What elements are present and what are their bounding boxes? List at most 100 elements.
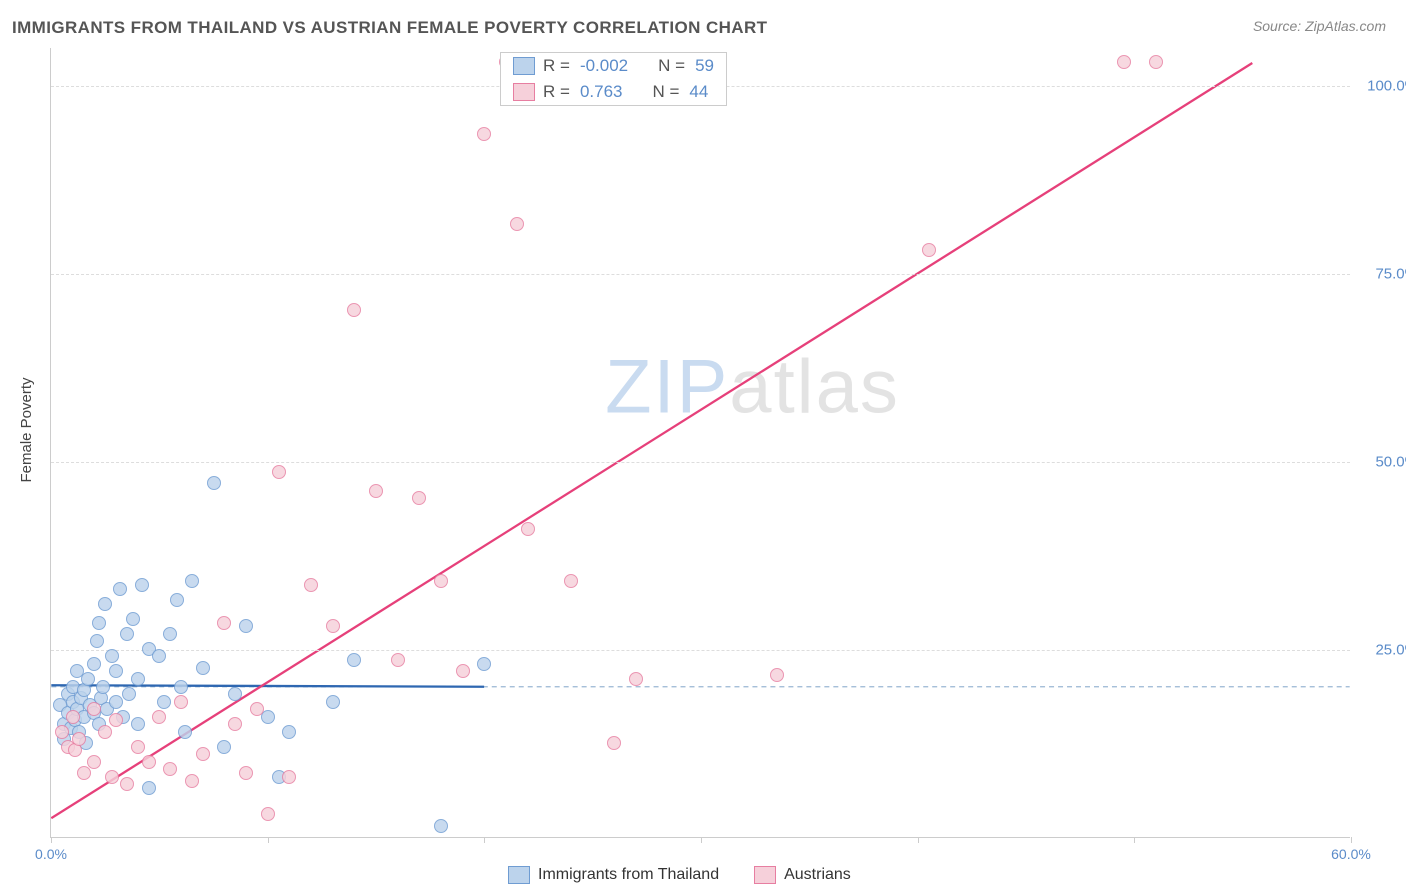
watermark-bold: ZIP [605,345,729,430]
point-austrian [1117,55,1131,69]
point-austrian [347,303,361,317]
point-austrian [564,574,578,588]
point-thailand [126,612,140,626]
point-thailand [326,695,340,709]
regression-line-thailand [51,685,484,687]
y-tick-label: 75.0% [1375,265,1406,282]
x-tick [51,837,52,843]
stat-r-label: R = [543,56,570,76]
x-tick [1134,837,1135,843]
point-thailand [131,672,145,686]
y-tick-label: 25.0% [1375,641,1406,658]
point-austrian [607,736,621,750]
point-austrian [282,770,296,784]
series-legend-item: Austrians [754,866,851,884]
point-austrian [304,578,318,592]
point-austrian [434,574,448,588]
point-thailand [152,649,166,663]
point-austrian [922,243,936,257]
legend-swatch [513,57,535,75]
grid-line-h [51,274,1350,275]
point-thailand [185,574,199,588]
correlation-legend-row: R =-0.002N =59 [501,53,726,79]
point-thailand [98,597,112,611]
point-austrian [510,217,524,231]
grid-line-h [51,462,1350,463]
point-thailand [92,616,106,630]
point-thailand [174,680,188,694]
point-thailand [87,657,101,671]
point-austrian [391,653,405,667]
x-tick-label: 60.0% [1331,846,1371,862]
point-austrian [109,713,123,727]
source-attribution: Source: ZipAtlas.com [1253,18,1386,34]
point-thailand [96,680,110,694]
x-tick [1351,837,1352,843]
point-austrian [239,766,253,780]
stat-n-value: 44 [689,82,708,102]
point-thailand [239,619,253,633]
point-thailand [81,672,95,686]
point-austrian [72,732,86,746]
point-austrian [174,695,188,709]
point-austrian [629,672,643,686]
series-legend-label: Immigrants from Thailand [538,866,719,884]
point-thailand [135,578,149,592]
point-thailand [90,634,104,648]
series-legend-item: Immigrants from Thailand [508,866,719,884]
point-austrian [87,702,101,716]
point-austrian [55,725,69,739]
point-austrian [770,668,784,682]
point-thailand [196,661,210,675]
point-thailand [282,725,296,739]
series-legend: Immigrants from Thailand Austrians [508,866,851,884]
legend-swatch [508,866,530,884]
point-thailand [477,657,491,671]
point-austrian [228,717,242,731]
scatter-plot-area: ZIPatlas 25.0%50.0%75.0%100.0%0.0%60.0% [50,48,1350,838]
point-thailand [157,695,171,709]
series-legend-label: Austrians [784,866,851,884]
point-austrian [261,807,275,821]
point-austrian [163,762,177,776]
x-tick [918,837,919,843]
point-thailand [122,687,136,701]
correlation-legend-row: R = 0.763N =44 [501,79,726,105]
stat-r-value: -0.002 [580,56,628,76]
point-thailand [142,781,156,795]
point-thailand [131,717,145,731]
x-tick [701,837,702,843]
point-austrian [105,770,119,784]
chart-overlay-svg [51,48,1350,837]
regression-line-austrian [51,63,1252,818]
point-thailand [217,740,231,754]
point-austrian [120,777,134,791]
point-austrian [456,664,470,678]
point-austrian [250,702,264,716]
point-austrian [521,522,535,536]
grid-line-h [51,650,1350,651]
x-tick-label: 0.0% [35,846,67,862]
point-austrian [412,491,426,505]
chart-title: IMMIGRANTS FROM THAILAND VS AUSTRIAN FEM… [12,18,767,38]
point-austrian [142,755,156,769]
point-austrian [196,747,210,761]
point-austrian [272,465,286,479]
legend-swatch [754,866,776,884]
point-thailand [109,664,123,678]
stat-n-value: 59 [695,56,714,76]
point-austrian [326,619,340,633]
watermark: ZIPatlas [605,344,900,431]
point-austrian [131,740,145,754]
point-thailand [120,627,134,641]
point-austrian [185,774,199,788]
point-thailand [434,819,448,833]
point-austrian [87,755,101,769]
legend-swatch [513,83,535,101]
y-axis-title: Female Poverty [18,377,35,482]
point-thailand [109,695,123,709]
point-austrian [66,710,80,724]
point-austrian [369,484,383,498]
y-tick-label: 50.0% [1375,453,1406,470]
stat-r-label: R = [543,82,570,102]
